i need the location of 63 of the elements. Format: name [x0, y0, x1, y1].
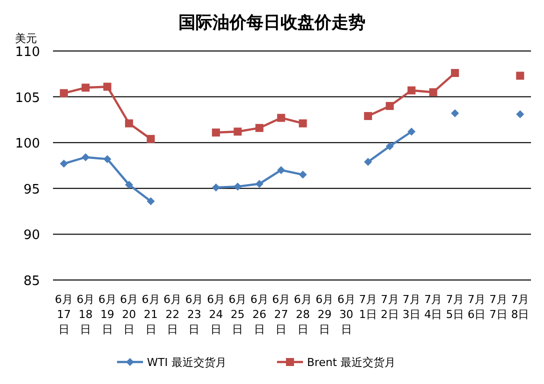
x-tick-label: 6月28日 [294, 293, 312, 336]
point [60, 160, 68, 168]
point [234, 128, 242, 136]
point [364, 158, 372, 166]
y-tick-label: 95 [23, 182, 40, 198]
chart-title: 国际油价每日收盘价走势 [178, 13, 366, 33]
y-tick-label: 100 [15, 136, 40, 152]
x-tick-label: 7月6日 [468, 293, 486, 321]
point [450, 68, 459, 77]
x-tick-label: 6月18日 [76, 293, 95, 336]
point [277, 166, 286, 174]
point [82, 153, 90, 162]
point [146, 134, 155, 143]
x-tick-label: 7月5日 [446, 293, 464, 321]
x-tick-label: 7月2日 [380, 293, 399, 321]
x-tick-label: 6月29日 [316, 293, 334, 336]
point [255, 124, 264, 132]
point [125, 180, 134, 189]
point [298, 170, 307, 179]
point [125, 119, 134, 128]
x-tick-label: 7月4日 [424, 293, 442, 321]
x-tick-label: 7月3日 [402, 293, 420, 321]
y-tick-label: 90 [23, 228, 40, 244]
point [298, 119, 307, 128]
point [364, 112, 372, 120]
x-tick-label: 6月17日 [54, 293, 73, 336]
x-tick-label: 7月7日 [489, 293, 508, 321]
x-tick-label: 6月24日 [206, 293, 225, 336]
point [234, 182, 242, 191]
y-axis-title: 美元 [15, 32, 37, 45]
x-tick-label: 6月23日 [185, 293, 204, 336]
x-tick-label: 7月1日 [359, 293, 378, 321]
point [277, 114, 286, 122]
x-tick-label: 6月21日 [142, 293, 160, 336]
point [386, 102, 394, 110]
x-tick-label: 6月30日 [337, 293, 356, 336]
point [429, 88, 438, 96]
x-tick-label: 6月22日 [164, 293, 182, 336]
point [212, 183, 220, 192]
x-tick-label: 6月19日 [98, 293, 116, 336]
point [516, 72, 524, 80]
point [103, 82, 112, 91]
point [386, 142, 394, 150]
point [146, 197, 155, 206]
legend-label: WTI 最近交货月 [147, 356, 226, 369]
x-tick-label: 6月26日 [250, 293, 268, 336]
point [103, 155, 112, 164]
point [82, 84, 90, 92]
point [516, 110, 524, 118]
y-tick-label: 85 [23, 274, 40, 289]
x-tick-label: 6月25日 [228, 293, 247, 336]
point [408, 86, 416, 94]
point [212, 128, 220, 137]
x-tick-label: 7月8日 [511, 293, 530, 321]
point [255, 180, 264, 188]
point [408, 128, 416, 136]
y-tick-label: 105 [15, 90, 40, 106]
legend-label: Brent 最近交货月 [307, 356, 396, 369]
x-tick-label: 6月27日 [272, 293, 290, 336]
y-tick-label: 110 [15, 45, 40, 60]
point [60, 89, 68, 98]
point [450, 109, 459, 118]
x-tick-label: 6月20日 [120, 293, 138, 336]
